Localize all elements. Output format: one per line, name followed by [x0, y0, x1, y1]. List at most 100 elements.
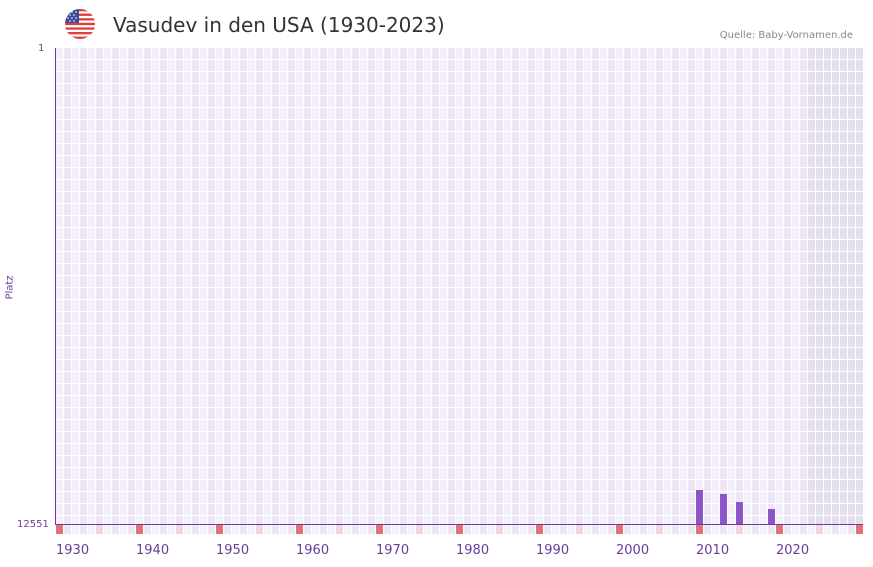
x-tick-1970: 1970: [376, 543, 410, 558]
x-tick-2010: 2010: [696, 543, 730, 558]
year-marker: [448, 525, 455, 534]
year-marker: [840, 525, 847, 534]
x-axis-labels: 1930 1940 1950 1960 1970 1980 1990 2000 2010 2020: [56, 543, 863, 563]
year-marker: [520, 525, 527, 534]
x-tick-1940: 1940: [136, 543, 170, 558]
x-tick-1990: 1990: [536, 543, 570, 558]
year-marker: [592, 525, 599, 534]
year-marker: [608, 525, 615, 534]
grid: [56, 48, 863, 525]
x-tick-2020: 2020: [776, 543, 810, 558]
year-marker: [360, 525, 367, 534]
x-tick-2000: 2000: [616, 543, 650, 558]
year-marker: [720, 525, 727, 534]
year-marker: [224, 525, 231, 534]
year-marker: [320, 525, 327, 534]
year-marker: [72, 525, 79, 534]
year-marker: [752, 525, 759, 534]
bar-2015[interactable]: [736, 502, 743, 525]
year-marker: [800, 525, 807, 534]
year-marker: [632, 525, 639, 534]
y-tick-top: 1: [38, 43, 45, 54]
year-marker: [808, 525, 815, 534]
year-marker: [760, 525, 767, 534]
year-marker: [344, 525, 351, 534]
year-marker: [664, 525, 671, 534]
year-marker: [248, 525, 255, 534]
year-marker: [336, 525, 343, 534]
x-tick-1960: 1960: [296, 543, 330, 558]
year-marker: [568, 525, 575, 534]
year-marker: [472, 525, 479, 534]
year-marker: [200, 525, 207, 534]
y-axis-line: [55, 48, 56, 525]
year-marker: [656, 525, 663, 534]
year-marker: [176, 525, 183, 534]
year-marker: [536, 525, 543, 534]
year-marker: [240, 525, 247, 534]
x-tick-1930: 1930: [56, 543, 90, 558]
year-marker: [648, 525, 655, 534]
year-marker: [120, 525, 127, 534]
year-marker: [512, 525, 519, 534]
year-marker: [384, 525, 391, 534]
year-marker: [688, 525, 695, 534]
year-marker: [824, 525, 831, 534]
year-marker: [768, 525, 775, 534]
year-marker: [352, 525, 359, 534]
year-marker: [560, 525, 567, 534]
year-marker: [152, 525, 159, 534]
year-marker: [144, 525, 151, 534]
year-marker: [504, 525, 511, 534]
year-marker: [856, 525, 863, 534]
year-marker: [392, 525, 399, 534]
year-marker: [792, 525, 799, 534]
year-marker: [456, 525, 463, 534]
year-marker: [184, 525, 191, 534]
bar-2019[interactable]: [768, 508, 775, 525]
year-marker: [216, 525, 223, 534]
year-marker: [208, 525, 215, 534]
year-marker: [80, 525, 87, 534]
year-marker: [304, 525, 311, 534]
year-marker: [600, 525, 607, 534]
year-marker: [424, 525, 431, 534]
year-marker: [376, 525, 383, 534]
year-marker: [784, 525, 791, 534]
x-tick-1950: 1950: [216, 543, 250, 558]
y-axis-title: Platz: [4, 275, 16, 300]
x-axis-line: [55, 524, 863, 525]
bar-2013[interactable]: [720, 493, 727, 525]
year-marker: [368, 525, 375, 534]
year-marker: [704, 525, 711, 534]
year-marker: [440, 525, 447, 534]
year-marker: [680, 525, 687, 534]
year-marker: [232, 525, 239, 534]
x-tick-1980: 1980: [456, 543, 490, 558]
year-marker: [136, 525, 143, 534]
year-marker: [112, 525, 119, 534]
source-credit: Quelle: Baby-Vornamen.de: [719, 30, 853, 41]
year-marker: [264, 525, 271, 534]
plot-area: [56, 48, 863, 525]
year-marker: [816, 525, 823, 534]
year-marker: [280, 525, 287, 534]
year-marker: [832, 525, 839, 534]
year-marker: [744, 525, 751, 534]
year-marker: [64, 525, 71, 534]
year-marker: [640, 525, 647, 534]
year-marker: [296, 525, 303, 534]
chart-title: Vasudev in den USA (1930-2023): [113, 13, 445, 37]
year-marker: [672, 525, 679, 534]
year-marker: [552, 525, 559, 534]
year-marker: [416, 525, 423, 534]
year-marker: [88, 525, 95, 534]
year-marker: [104, 525, 111, 534]
year-marker: [528, 525, 535, 534]
year-marker: [624, 525, 631, 534]
year-marker: [584, 525, 591, 534]
year-marker: [272, 525, 279, 534]
year-marker: [712, 525, 719, 534]
year-marker: [480, 525, 487, 534]
bar-2010[interactable]: [696, 489, 703, 525]
